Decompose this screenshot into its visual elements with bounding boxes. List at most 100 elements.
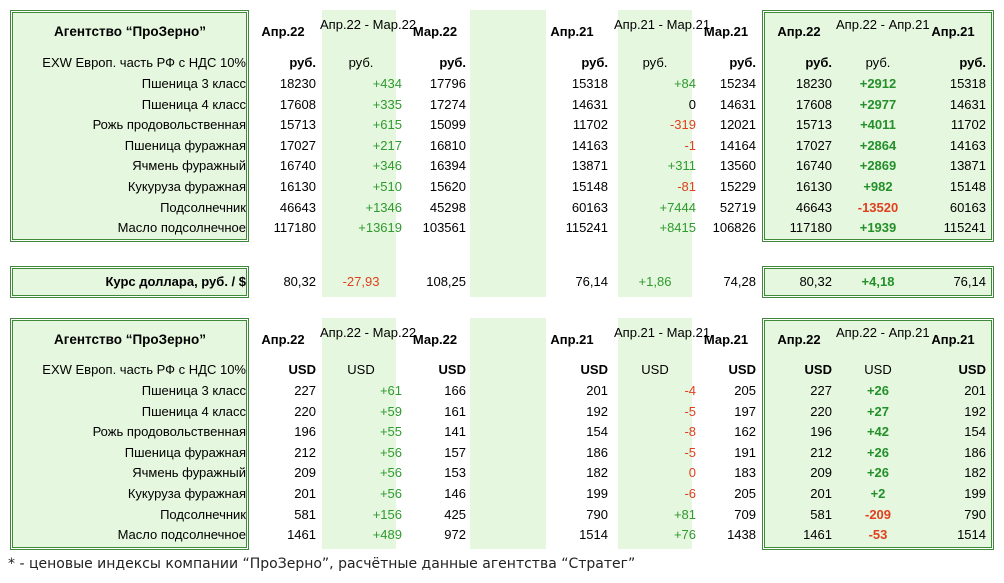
table-cell: 15148	[949, 179, 986, 194]
table-cell: +56	[379, 486, 402, 501]
rub-yoy-box	[762, 10, 994, 242]
table-cell: 17608	[795, 96, 832, 112]
table-cell: 182	[586, 465, 608, 481]
col-header-apr22-mar22: Апр.22 - Мар.22	[320, 325, 417, 340]
table-cell: 1514	[957, 527, 986, 543]
table-cell: 60163	[571, 199, 608, 215]
separator-stripe-bottom-3	[618, 318, 692, 549]
table-cell: 13871	[571, 158, 608, 174]
table-cell: 115241	[565, 220, 608, 236]
table-cell: 45298	[429, 199, 466, 215]
col-header-apr21-yoy: Апр.21	[931, 332, 975, 347]
table-row: Кукуруза фуражная 16130 +510 15620 15148 -81 1…	[0, 176, 1004, 197]
col-header-apr21: Апр.21	[550, 24, 594, 39]
table-cell: +156	[372, 506, 402, 522]
table-cell: +510	[372, 179, 402, 194]
unit-label: руб.	[348, 55, 374, 70]
table-row: Масло подсолнечное 1461 +489 972 1514 +76 1438…	[0, 524, 1004, 545]
table-cell: 790	[586, 506, 608, 522]
table-cell: 581	[294, 506, 316, 522]
table-cell: +2977	[859, 96, 897, 112]
table-cell: 196	[294, 424, 316, 440]
table-cell: 14631	[949, 96, 986, 112]
table-cell: 46643	[795, 199, 832, 215]
table-cell: 76,14	[575, 274, 608, 289]
usd-rate-row: Курс доллара, руб. / $ 80,32 -27,93 108,…	[0, 271, 1004, 292]
col-header-apr22: Апр.22	[261, 24, 305, 39]
table-cell: +615	[372, 117, 402, 133]
table-cell: +7444	[659, 199, 696, 215]
table-row: Кукуруза фуражная 201 +56 146 199 -6 205 201 +2 1…	[0, 483, 1004, 504]
col-header-apr22-yoy: Апр.22	[777, 24, 821, 39]
row-label: Ячмень фуражный	[132, 465, 246, 481]
usd-header-row: Агентство “ПроЗерно” Апр.22 Апр.22 - Мар…	[0, 318, 1004, 362]
table-cell: 15229	[719, 179, 756, 194]
table-cell: +76	[673, 527, 696, 543]
table-cell: 161	[444, 403, 466, 419]
row-label: Кукуруза фуражная	[127, 179, 246, 194]
table-cell: 192	[586, 403, 608, 419]
unit-label: руб.	[642, 55, 668, 70]
row-label: Масло подсолнечное	[117, 220, 246, 236]
unit-label: руб.	[805, 55, 832, 70]
table-cell: 154	[586, 424, 608, 440]
table-cell: +217	[372, 137, 402, 153]
col-header-mar21: Мар.21	[703, 24, 749, 39]
table-cell: 12021	[719, 117, 756, 133]
usd-yoy-box	[762, 318, 994, 550]
table-cell: 17608	[279, 96, 316, 112]
agency-title: Агентство “ПроЗерно”	[53, 24, 206, 39]
unit-label: USD	[438, 362, 466, 377]
footnote: * - ценовые индексы компании “ПроЗерно”,…	[8, 556, 636, 572]
table-cell: -5	[684, 444, 696, 460]
table-cell: +27	[866, 403, 890, 419]
usd-label-box	[10, 318, 249, 550]
basis-label: EXW Европ. часть РФ с НДС 10%	[42, 362, 246, 377]
col-header-mar22: Мар.22	[412, 332, 458, 347]
table-cell: 182	[964, 465, 986, 481]
table-cell: +434	[372, 76, 402, 91]
table-cell: +84	[673, 76, 696, 91]
table-row: Рожь продовольственная 196 +55 141 154 -8 162 1…	[0, 421, 1004, 442]
unit-label: руб.	[729, 55, 756, 70]
table-cell: 0	[688, 96, 696, 112]
table-cell: 15234	[719, 76, 756, 91]
table-row: Пшеница 4 класс 220 +59 161 192 -5 197 220 +27 19…	[0, 401, 1004, 422]
table-cell: 205	[734, 486, 756, 501]
table-cell: 197	[734, 403, 756, 419]
col-header-mar22: Мар.22	[412, 24, 458, 39]
table-cell: 186	[586, 444, 608, 460]
row-label: Масло подсолнечное	[117, 527, 246, 543]
table-cell: 141	[444, 424, 466, 440]
table-cell: 227	[810, 383, 832, 398]
rub-header-row: Агентство “ПроЗерно” Апр.22 Апр.22 - Мар…	[0, 10, 1004, 54]
col-header-apr21-mar21: Апр.21 - Мар.21	[614, 325, 711, 340]
table-cell: +59	[379, 403, 402, 419]
table-cell: 46643	[279, 199, 316, 215]
table-cell: 13871	[949, 158, 986, 174]
table-cell: 18230	[279, 76, 316, 91]
table-cell: 162	[734, 424, 756, 440]
table-cell: -4	[684, 383, 696, 398]
table-cell: 1438	[727, 527, 756, 543]
unit-label: USD	[347, 362, 375, 377]
table-cell: 1514	[579, 527, 608, 543]
table-cell: +61	[379, 383, 402, 398]
col-header-apr21: Апр.21	[550, 332, 594, 347]
table-cell: -319	[669, 117, 696, 133]
table-row: Масло подсолнечное 117180 +13619 103561 1152…	[0, 217, 1004, 238]
table-cell: 709	[734, 506, 756, 522]
table-cell: 209	[810, 465, 832, 481]
table-cell: +4011	[860, 117, 896, 133]
table-cell: +1,86	[638, 274, 672, 289]
usd-rate-label: Курс доллара, руб. / $	[105, 274, 247, 289]
table-cell: 425	[444, 506, 466, 522]
row-label: Пшеница 3 класс	[141, 76, 246, 91]
col-header-apr22-mar22: Апр.22 - Мар.22	[320, 17, 417, 32]
table-cell: 17027	[279, 137, 316, 153]
table-cell: 103561	[422, 220, 466, 236]
table-cell: +56	[379, 444, 402, 460]
table-cell: 80,32	[283, 274, 316, 289]
table-row: Рожь продовольственная 15713 +615 15099 1170…	[0, 114, 1004, 135]
table-cell: +489	[372, 527, 402, 543]
